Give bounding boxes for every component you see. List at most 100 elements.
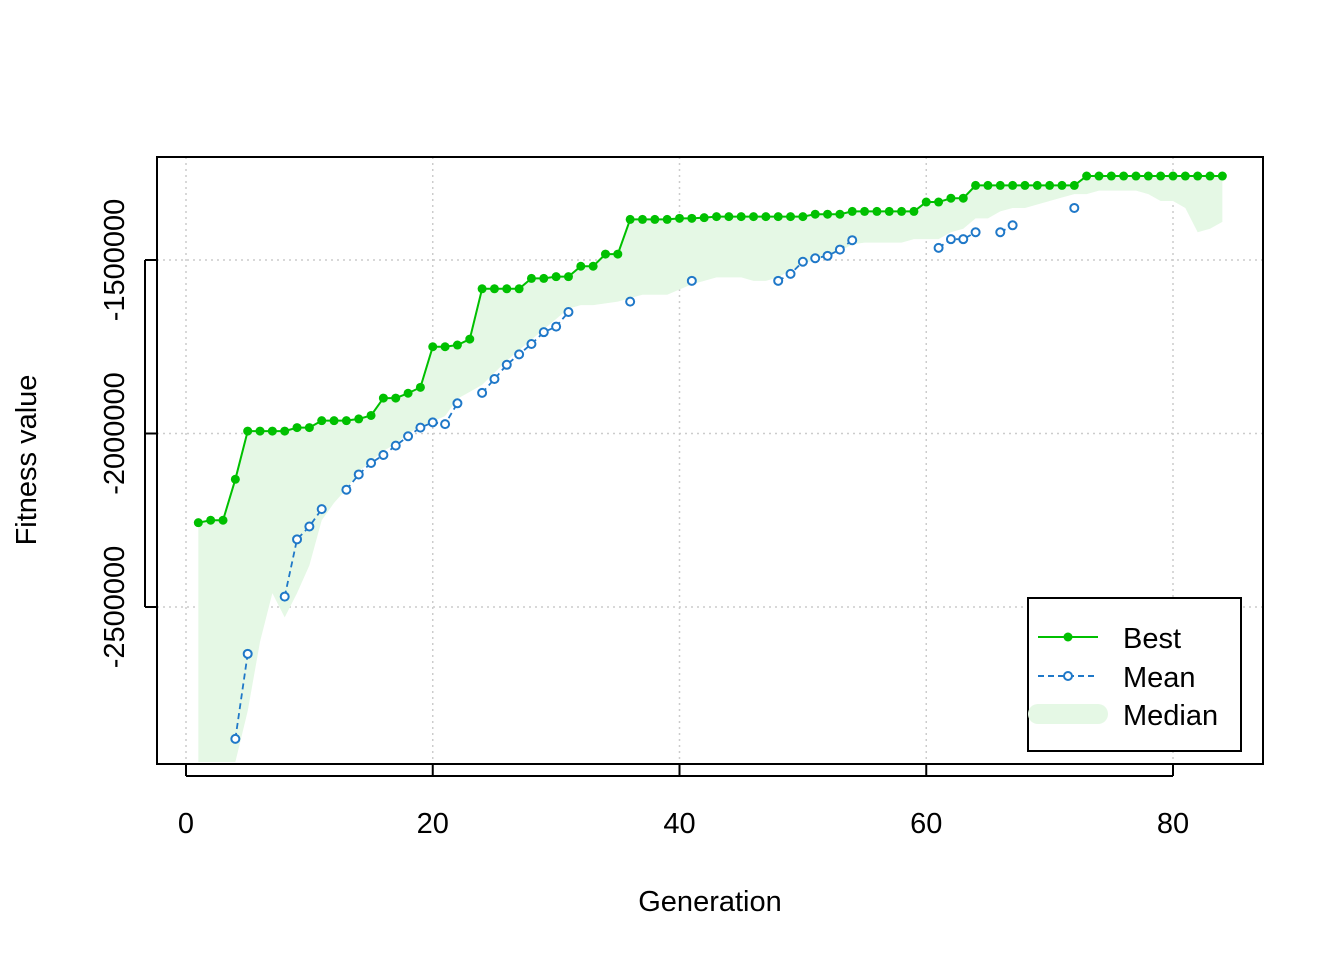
best-point [329, 416, 339, 426]
best-point [687, 213, 697, 223]
best-point [1143, 171, 1153, 181]
best-point [798, 212, 808, 222]
best-point [847, 206, 857, 216]
mean-point [279, 591, 290, 602]
x-tick-label: 40 [663, 808, 695, 840]
y-tick-label: -2500000 [99, 546, 131, 669]
mean-point [366, 457, 377, 468]
best-point [230, 474, 240, 484]
best-point [909, 206, 919, 216]
mean-point [686, 275, 697, 286]
best-point [1205, 171, 1215, 181]
best-point [983, 180, 993, 190]
best-point [292, 423, 302, 433]
best-point [934, 197, 944, 207]
best-point [415, 382, 425, 392]
mean-point [292, 534, 303, 545]
best-point [1193, 171, 1203, 181]
legend-best-label: Best [1123, 623, 1181, 655]
best-point [625, 214, 635, 224]
mean-point [415, 422, 426, 433]
legend-mean-marker [1063, 671, 1073, 681]
mean-point [353, 469, 364, 480]
best-point [637, 214, 647, 224]
best-point [736, 212, 746, 222]
best-point [563, 272, 573, 282]
mean-point [440, 419, 451, 430]
best-point [489, 284, 499, 294]
best-point [884, 206, 894, 216]
mean-point [551, 321, 562, 332]
best-point [341, 416, 351, 426]
best-point [1131, 171, 1141, 181]
best-point [391, 393, 401, 403]
y-axis: -2500000 -2000000 -1500000 [99, 199, 157, 669]
best-point [193, 518, 203, 528]
best-point [835, 209, 845, 219]
best-point [1119, 171, 1129, 181]
best-point [786, 212, 796, 222]
mean-point [242, 648, 253, 659]
mean-point [526, 338, 537, 349]
best-point [1057, 180, 1067, 190]
best-point [712, 212, 722, 222]
mean-point [822, 250, 833, 261]
best-point [724, 212, 734, 222]
mean-point [1069, 202, 1080, 213]
mean-point [403, 431, 414, 442]
best-point [600, 249, 610, 259]
best-point [378, 393, 388, 403]
best-point [477, 284, 487, 294]
mean-point [563, 307, 574, 318]
best-point [206, 515, 216, 525]
legend-best-marker [1063, 632, 1073, 642]
mean-line-segment [938, 231, 977, 249]
best-point [551, 272, 561, 282]
mean-point [1007, 220, 1018, 231]
best-point [699, 213, 709, 223]
best-point [1082, 171, 1092, 181]
mean-point [427, 417, 438, 428]
y-axis-title: Fitness value [11, 375, 43, 546]
best-point [971, 180, 981, 190]
best-point [823, 209, 833, 219]
mean-point [933, 242, 944, 253]
mean-point [378, 450, 389, 461]
mean-point [625, 296, 636, 307]
best-point [749, 212, 759, 222]
best-point [354, 414, 364, 424]
mean-point [958, 234, 969, 245]
mean-line-segment [345, 402, 459, 491]
best-point [1008, 180, 1018, 190]
best-point [662, 214, 672, 224]
best-point [860, 206, 870, 216]
y-tick-label: -1500000 [99, 199, 131, 322]
best-point [995, 180, 1005, 190]
best-point [1106, 171, 1116, 181]
best-point [465, 334, 475, 344]
best-point [1217, 171, 1227, 181]
best-point [526, 273, 536, 283]
best-point [613, 249, 623, 259]
best-point [761, 212, 771, 222]
best-point [317, 416, 327, 426]
mean-point [797, 256, 808, 267]
mean-line-segment [234, 653, 249, 739]
mean-point [538, 327, 549, 338]
mean-point [847, 235, 858, 246]
best-point [403, 388, 413, 398]
legend: Best Mean Median [1027, 597, 1242, 752]
best-point [1094, 171, 1104, 181]
mean-point [316, 504, 327, 515]
mean-point [773, 275, 784, 286]
mean-point [834, 244, 845, 255]
best-point [897, 206, 907, 216]
best-point [280, 426, 290, 436]
best-point [440, 342, 450, 352]
mean-point [945, 234, 956, 245]
legend-mean-label: Mean [1123, 662, 1196, 694]
mean-point [304, 521, 315, 532]
best-point [539, 273, 549, 283]
best-point [958, 193, 968, 203]
x-tick-label: 0 [178, 808, 194, 840]
